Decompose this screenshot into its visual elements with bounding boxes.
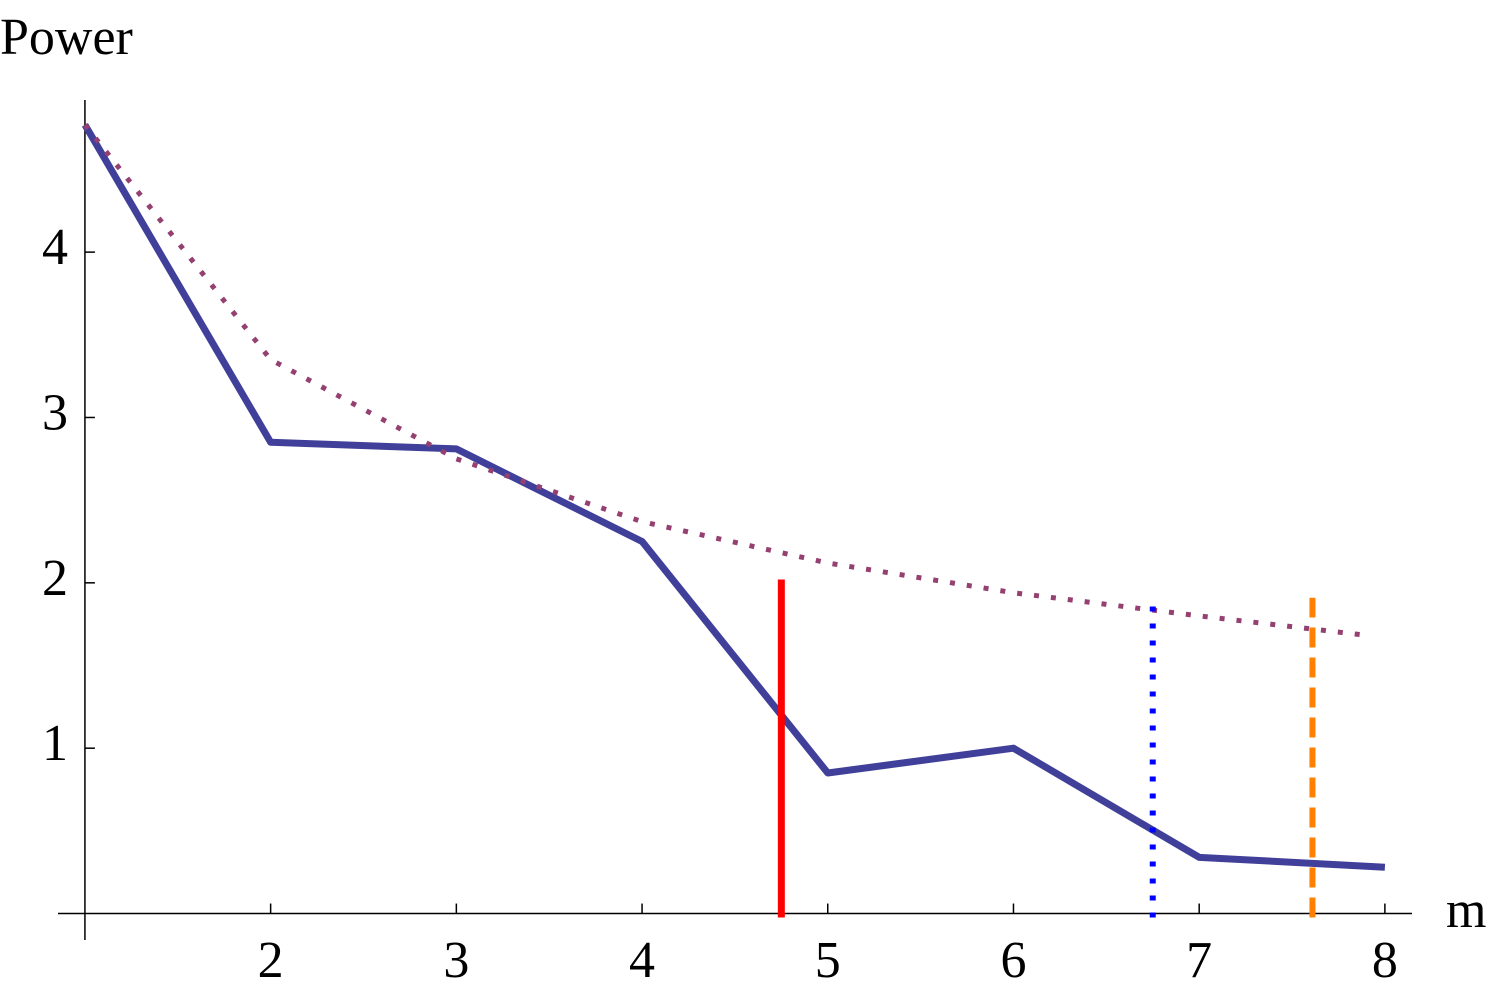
y-tick-label: 2 xyxy=(42,550,68,607)
x-tick-label: 3 xyxy=(443,932,469,989)
series-line xyxy=(82,123,1371,639)
x-tick-label: 8 xyxy=(1372,932,1398,989)
x-tick-label: 7 xyxy=(1186,932,1212,989)
series-line xyxy=(81,123,1386,871)
y-tick-label: 4 xyxy=(42,219,68,276)
x-tick-label: 2 xyxy=(258,932,284,989)
x-tick-label: 6 xyxy=(1000,932,1026,989)
y-tick-label: 3 xyxy=(42,384,68,441)
x-axis-label: m xyxy=(1446,882,1486,939)
x-tick-label: 5 xyxy=(815,932,841,989)
y-tick-label: 1 xyxy=(42,715,68,772)
y-axis-label: Power xyxy=(0,9,133,66)
x-tick-label: 4 xyxy=(629,932,655,989)
